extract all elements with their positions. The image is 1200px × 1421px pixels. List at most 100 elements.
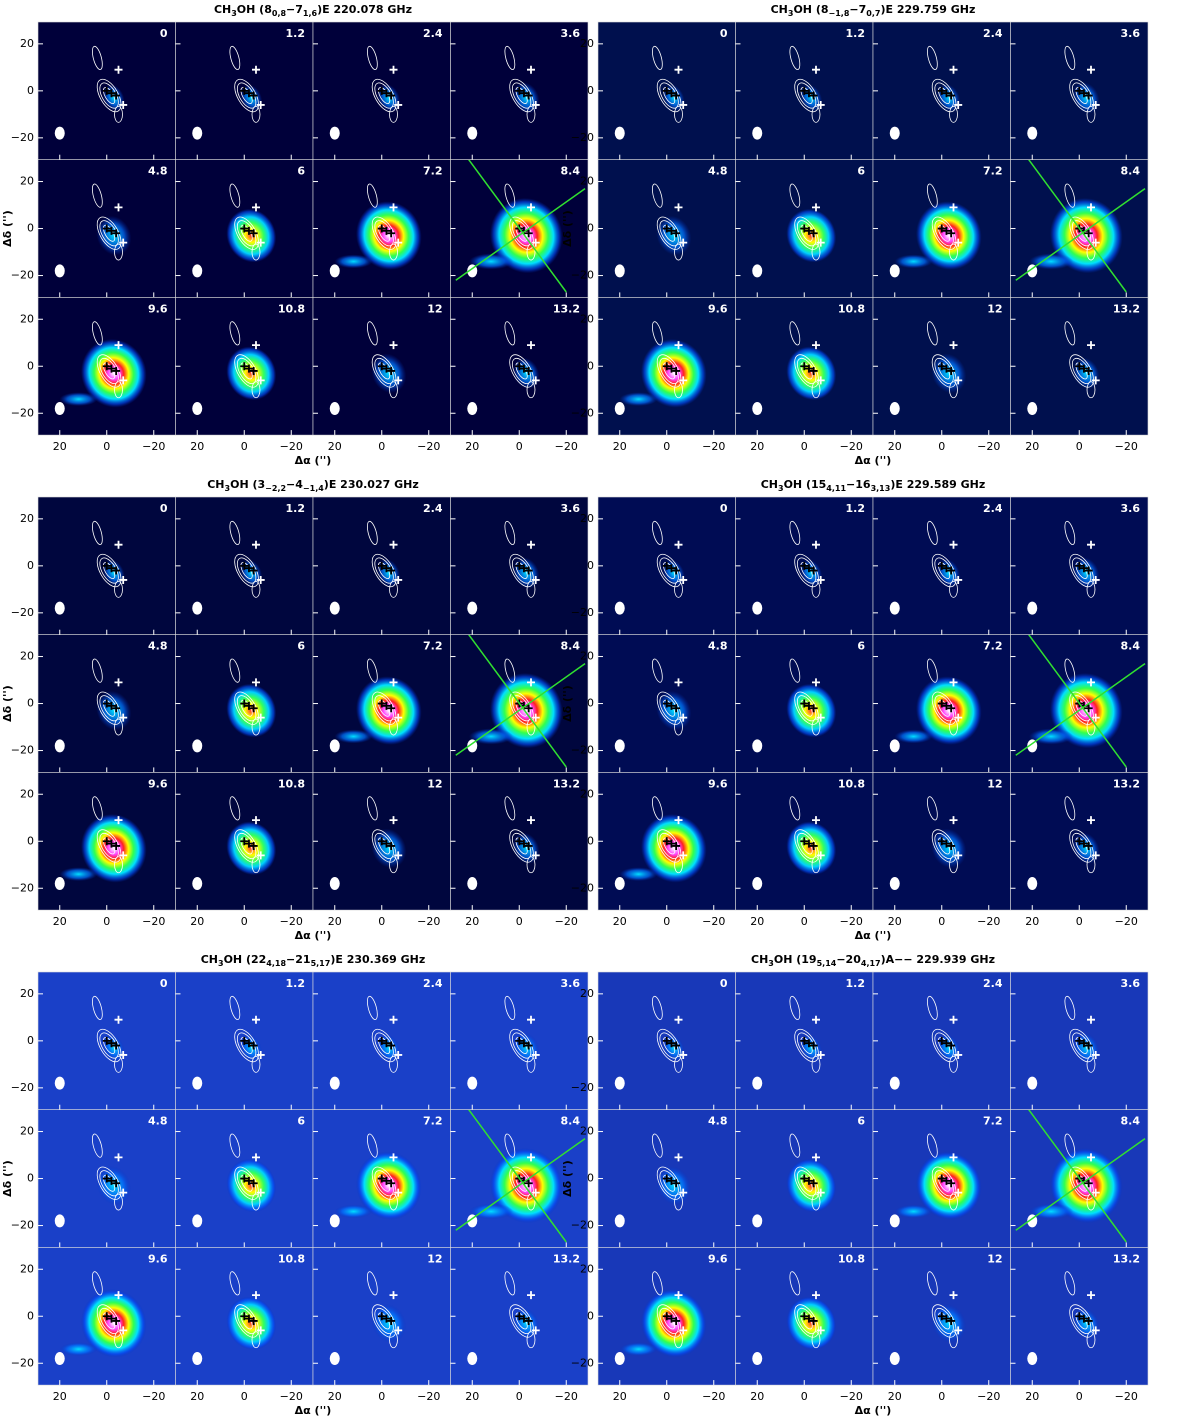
contour — [509, 553, 534, 588]
contour — [114, 105, 123, 123]
y-tick-label: 20 — [20, 37, 34, 50]
x-tick-label: 0 — [516, 915, 523, 928]
marker-cross — [112, 91, 121, 100]
panel-title: CH3OH (195,14−204,17)A−− 229.939 GHz — [751, 953, 995, 968]
marker-cross — [949, 65, 958, 74]
y-tick-label: 20 — [20, 512, 34, 525]
emission — [80, 1288, 147, 1358]
marker-cross — [672, 91, 681, 100]
contour — [229, 183, 241, 208]
beam — [1027, 402, 1038, 416]
marker-cross — [800, 699, 809, 708]
marker-cross — [1087, 1015, 1095, 1024]
marker-cross — [674, 1291, 683, 1300]
y-tick-label: 0 — [27, 1034, 34, 1047]
marker-cross — [102, 837, 111, 846]
channel-map — [1010, 297, 1148, 436]
channel-label: 8.4 — [1121, 165, 1141, 178]
contour — [789, 45, 801, 70]
contour — [811, 1193, 821, 1211]
marker-cross — [256, 100, 265, 109]
contour — [96, 216, 122, 250]
contour — [229, 995, 241, 1020]
contour — [674, 105, 683, 123]
title-subscript: 4,17 — [861, 959, 881, 968]
contour — [251, 856, 261, 874]
channel-label: 10.8 — [278, 777, 305, 790]
marker-cross — [256, 1188, 265, 1197]
contour — [931, 829, 957, 863]
channel-label: 6 — [297, 640, 305, 653]
marker-cross — [394, 713, 403, 722]
contour — [229, 796, 241, 821]
marker-cross — [1075, 837, 1084, 846]
contour — [234, 1028, 259, 1063]
contour — [926, 321, 938, 346]
marker-cross — [114, 1153, 123, 1162]
marker-cross — [531, 1050, 540, 1059]
x-tick-label: 20 — [1025, 440, 1039, 453]
marker-cross — [107, 1039, 116, 1048]
marker-cross — [519, 1314, 528, 1323]
channel-map — [1010, 772, 1148, 911]
marker-cross — [937, 561, 946, 570]
contour — [674, 718, 683, 736]
y-tick-label: 20 — [580, 512, 594, 525]
marker-cross — [1084, 566, 1093, 575]
beam — [192, 402, 203, 416]
x-tick-label: 0 — [663, 1390, 670, 1403]
channel-map — [1010, 634, 1148, 773]
x-tick-label: 0 — [103, 915, 110, 928]
contour — [371, 78, 397, 113]
marker-cross — [816, 1050, 825, 1059]
contour — [504, 45, 516, 70]
title-part: −4 — [286, 478, 303, 491]
marker-cross — [809, 1041, 818, 1050]
title-part: )A−− 229.939 GHz — [881, 953, 995, 966]
title-part: OH (22 — [224, 953, 267, 966]
marker-cross — [524, 1041, 533, 1050]
contour — [114, 580, 123, 598]
marker-cross — [240, 1174, 249, 1183]
marker-cross — [679, 1050, 688, 1059]
x-tick-label: 20 — [328, 440, 342, 453]
title-subscript: 4,11 — [826, 484, 846, 493]
contour — [931, 1028, 957, 1063]
contour — [811, 718, 821, 736]
contour — [504, 658, 516, 683]
y-tick-label: 20 — [20, 1262, 34, 1275]
marker-cross — [1079, 89, 1088, 98]
y-tick-label: −20 — [11, 131, 34, 144]
contour — [504, 183, 516, 208]
beam — [752, 402, 763, 416]
beam — [752, 601, 763, 615]
channel-label: 6 — [857, 165, 865, 178]
contour — [1086, 580, 1096, 598]
y-tick-label: 20 — [580, 312, 594, 325]
marker-cross — [679, 238, 688, 247]
beam — [329, 877, 340, 891]
emission — [640, 813, 707, 883]
marker-cross — [244, 89, 253, 98]
channel-map — [735, 297, 873, 436]
contour — [251, 718, 261, 736]
marker-cross — [389, 341, 398, 350]
marker-cross — [102, 86, 111, 95]
x-tick-label: 0 — [1076, 915, 1083, 928]
channel-label: 3.6 — [561, 502, 581, 515]
marker-cross — [515, 1036, 524, 1045]
beam — [467, 1076, 478, 1090]
marker-cross — [527, 203, 535, 212]
contour — [931, 691, 957, 725]
beam — [614, 1352, 625, 1366]
marker-cross — [382, 1176, 391, 1185]
x-tick-label: 20 — [53, 1390, 67, 1403]
marker-cross — [1084, 229, 1093, 238]
marker-cross — [1084, 366, 1093, 375]
x-tick-label: 0 — [938, 1390, 945, 1403]
marker-cross — [800, 224, 809, 233]
marker-cross — [102, 1312, 111, 1321]
marker-cross — [240, 86, 249, 95]
contour — [526, 1331, 536, 1349]
marker-cross — [816, 575, 825, 584]
